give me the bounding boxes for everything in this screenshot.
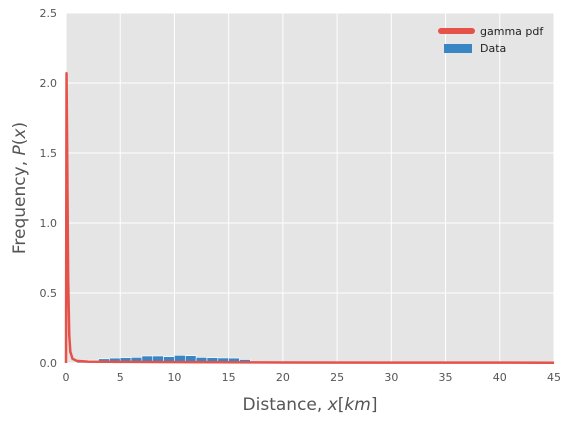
x-tick-label: 10 (167, 371, 181, 384)
y-tick-label: 2.0 (40, 77, 58, 90)
x-tick-labels: 0 5 10 15 20 25 30 35 40 45 (63, 371, 562, 384)
data-bars (65, 354, 305, 364)
x-tick-label: 5 (117, 371, 124, 384)
y-tick-label: 0.0 (40, 357, 58, 370)
y-tick-label: 1.5 (40, 147, 58, 160)
x-tick-label: 25 (330, 371, 344, 384)
legend-data-swatch (444, 44, 472, 53)
svg-text:Frequency, P(x): Frequency, P(x) (10, 122, 30, 254)
gamma-pdf-line (64, 71, 555, 364)
x-tick-label: 20 (276, 371, 290, 384)
gamma-pdf-path (64, 71, 555, 364)
x-tick-label: 15 (222, 371, 236, 384)
y-tick-label: 2.5 (40, 7, 58, 20)
x-tick-label: 35 (439, 371, 453, 384)
legend-data-label: Data (480, 42, 506, 55)
legend: gamma pdf Data (438, 25, 544, 55)
x-tick-label: 30 (384, 371, 398, 384)
legend-gamma-label: gamma pdf (480, 25, 544, 38)
data-bar (65, 361, 78, 364)
x-tick-label: 0 (63, 371, 70, 384)
x-axis-label: Distance, x[km] (243, 395, 378, 415)
x-tick-label: 45 (547, 371, 561, 384)
svg-text:Distance, x[km]: Distance, x[km] (243, 395, 378, 415)
y-axis-label: Frequency, P(x) (10, 122, 30, 254)
y-tick-label: 0.5 (40, 287, 58, 300)
x-tick-label: 40 (493, 371, 507, 384)
plot-background (66, 13, 554, 363)
y-tick-label: 1.0 (40, 217, 58, 230)
y-tick-labels: 0.0 0.5 1.0 1.5 2.0 2.5 (40, 7, 58, 370)
